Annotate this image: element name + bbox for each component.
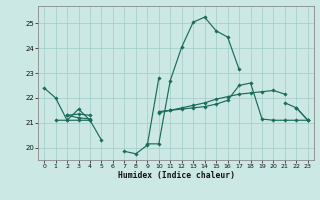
X-axis label: Humidex (Indice chaleur): Humidex (Indice chaleur)	[117, 171, 235, 180]
